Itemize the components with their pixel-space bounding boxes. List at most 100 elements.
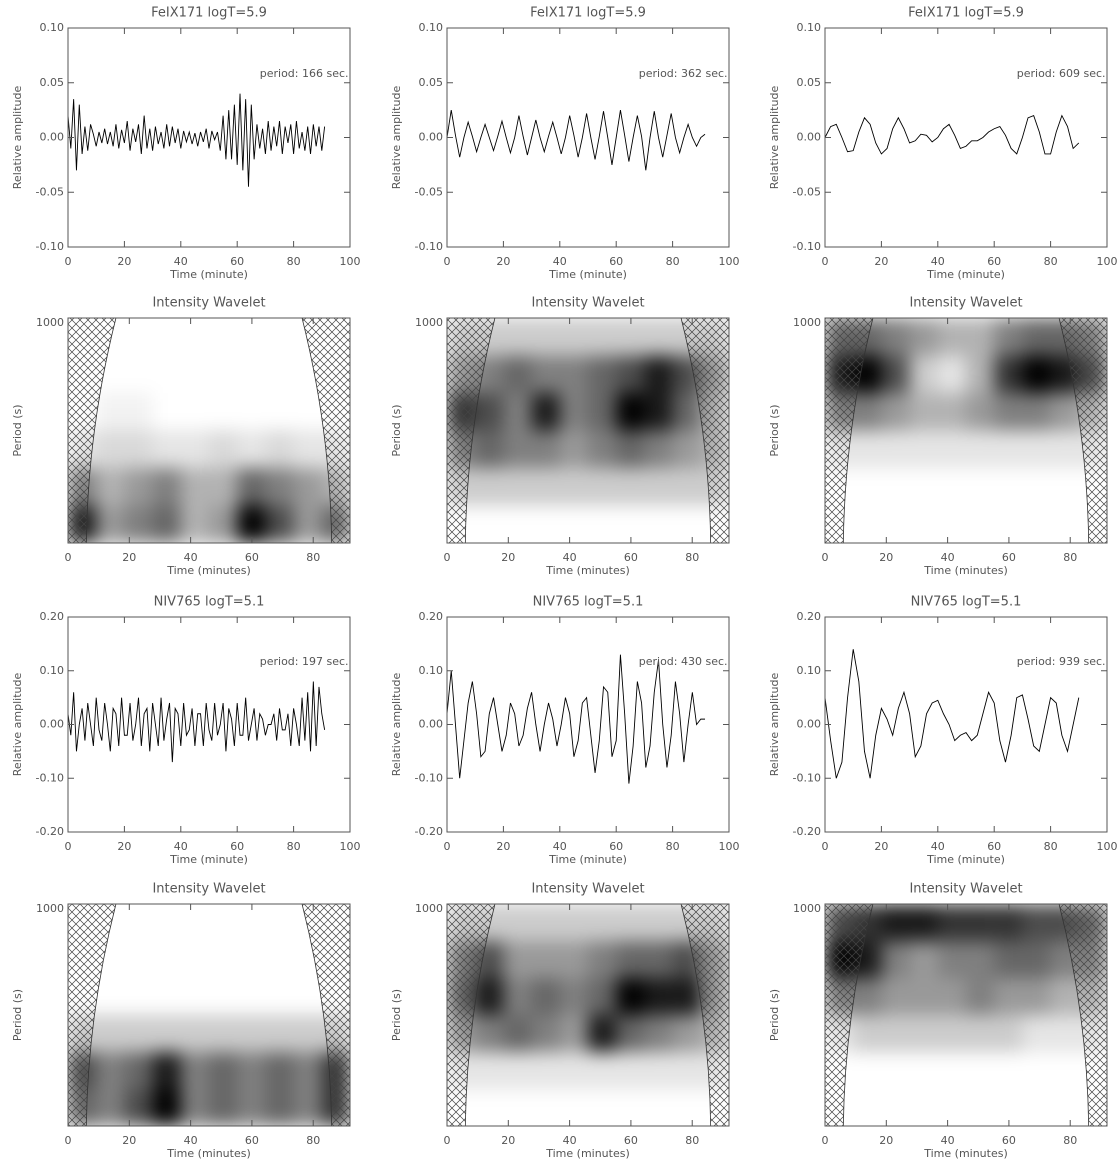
x-tick-label: 100 <box>719 255 740 268</box>
x-axis-label: Time (minute) <box>926 853 1005 866</box>
heatmap-cell <box>503 904 531 941</box>
annotation: period: 197 sec. <box>260 655 349 668</box>
heatmap-cell <box>503 431 531 469</box>
x-tick-label: 0 <box>444 551 451 564</box>
heatmap-area <box>447 904 729 1126</box>
heatmap-cell <box>1022 1089 1050 1126</box>
heatmap-cell <box>966 904 994 941</box>
heatmap-cell <box>938 318 966 356</box>
heatmap-cell <box>209 978 237 1015</box>
heatmap-cell <box>265 1015 293 1052</box>
heatmap-cell <box>1051 1089 1079 1126</box>
heatmap-cell <box>124 1089 152 1126</box>
plot-frame <box>447 617 729 832</box>
heatmap-cell <box>910 1052 938 1089</box>
heatmap-cell <box>616 904 644 941</box>
heatmap-cell <box>966 431 994 469</box>
heatmap-cell <box>475 1015 503 1052</box>
heatmap-cell <box>1022 468 1050 506</box>
heatmap-cell <box>881 1015 909 1052</box>
heatmap-cell <box>938 393 966 431</box>
heatmap-cell <box>181 941 209 978</box>
heatmap-cell <box>966 1052 994 1089</box>
heatmap-cell <box>265 1089 293 1126</box>
x-tick-label: 80 <box>1044 255 1058 268</box>
heatmap-cell <box>153 941 181 978</box>
heatmap-cell <box>209 904 237 941</box>
x-axis-label: Time (minute) <box>548 268 627 281</box>
y-tick-label: 0.10 <box>40 21 65 34</box>
heatmap-cell <box>673 468 701 506</box>
heatmap-cell <box>96 1052 124 1089</box>
heatmap-area <box>68 904 350 1126</box>
x-tick-label: 60 <box>230 840 244 853</box>
y-tick-label: -0.20 <box>415 825 443 838</box>
x-tick-label: 60 <box>1002 1134 1016 1147</box>
heatmap-cell <box>673 1015 701 1052</box>
plot-frame <box>825 28 1107 247</box>
x-axis-label: Time (minutes) <box>923 1147 1008 1160</box>
heatmap-cell <box>644 941 672 978</box>
heatmap-cell <box>475 431 503 469</box>
heatmap-cell <box>560 431 588 469</box>
heatmap-cell <box>616 431 644 469</box>
heatmap-cell <box>938 431 966 469</box>
annotation: period: 939 sec. <box>1017 655 1106 668</box>
heatmap-cell <box>237 1089 265 1126</box>
x-tick-label: 0 <box>444 1134 451 1147</box>
heatmap-cell <box>994 318 1022 356</box>
y-tick-label: -0.05 <box>36 185 64 198</box>
x-tick-label: 40 <box>563 551 577 564</box>
panel-title: FeIX171 logT=5.9 <box>530 6 646 21</box>
heatmap-cell <box>124 1015 152 1052</box>
heatmap-cell <box>237 356 265 394</box>
heatmap-cell <box>532 978 560 1015</box>
heatmap-cell <box>673 393 701 431</box>
heatmap-cell <box>881 431 909 469</box>
y-tick-label: -0.10 <box>415 240 443 253</box>
heatmap-cell <box>616 393 644 431</box>
heatmap-cells <box>68 318 350 543</box>
x-tick-label: 80 <box>685 1134 699 1147</box>
x-tick-label: 60 <box>609 840 623 853</box>
x-tick-label: 100 <box>719 840 740 853</box>
plot-frame <box>68 617 350 832</box>
x-tick-label: 40 <box>184 1134 198 1147</box>
heatmap-cell <box>503 1089 531 1126</box>
heatmap-cell <box>209 468 237 506</box>
x-tick-label: 40 <box>184 551 198 564</box>
panel-title: NIV765 logT=5.1 <box>911 595 1022 610</box>
heatmap-cell <box>475 506 503 544</box>
heatmap-cell <box>181 318 209 356</box>
heatmap-cell <box>1022 1015 1050 1052</box>
panel-title: FeIX171 logT=5.9 <box>151 6 267 21</box>
heatmap-cell <box>124 356 152 394</box>
heatmap-cell <box>881 1052 909 1089</box>
heatmap-cell <box>532 1089 560 1126</box>
heatmap-cell <box>181 468 209 506</box>
panel-title: FeIX171 logT=5.9 <box>908 6 1024 21</box>
heatmap-cell <box>910 506 938 544</box>
heatmap-cell <box>1022 431 1050 469</box>
heatmap-cell <box>265 506 293 544</box>
heatmap-cell <box>910 318 938 356</box>
heatmap-cell <box>475 393 503 431</box>
heatmap-cell <box>96 1015 124 1052</box>
heatmap-cell <box>237 1015 265 1052</box>
y-tick-label: -0.20 <box>793 825 821 838</box>
heatmap-cell <box>560 318 588 356</box>
x-tick-label: 60 <box>230 255 244 268</box>
heatmap-cell <box>1022 393 1050 431</box>
heatmap-cell <box>588 393 616 431</box>
heatmap-cell <box>265 978 293 1015</box>
heatmap-cell <box>966 318 994 356</box>
heatmap-cell <box>153 431 181 469</box>
heatmap-cell <box>153 1015 181 1052</box>
heatmap-cell <box>1051 1015 1079 1052</box>
heatmap-cell <box>96 431 124 469</box>
y-axis-label: Period (s) <box>768 404 781 456</box>
heatmap-cell <box>588 904 616 941</box>
x-tick-label: 20 <box>122 551 136 564</box>
